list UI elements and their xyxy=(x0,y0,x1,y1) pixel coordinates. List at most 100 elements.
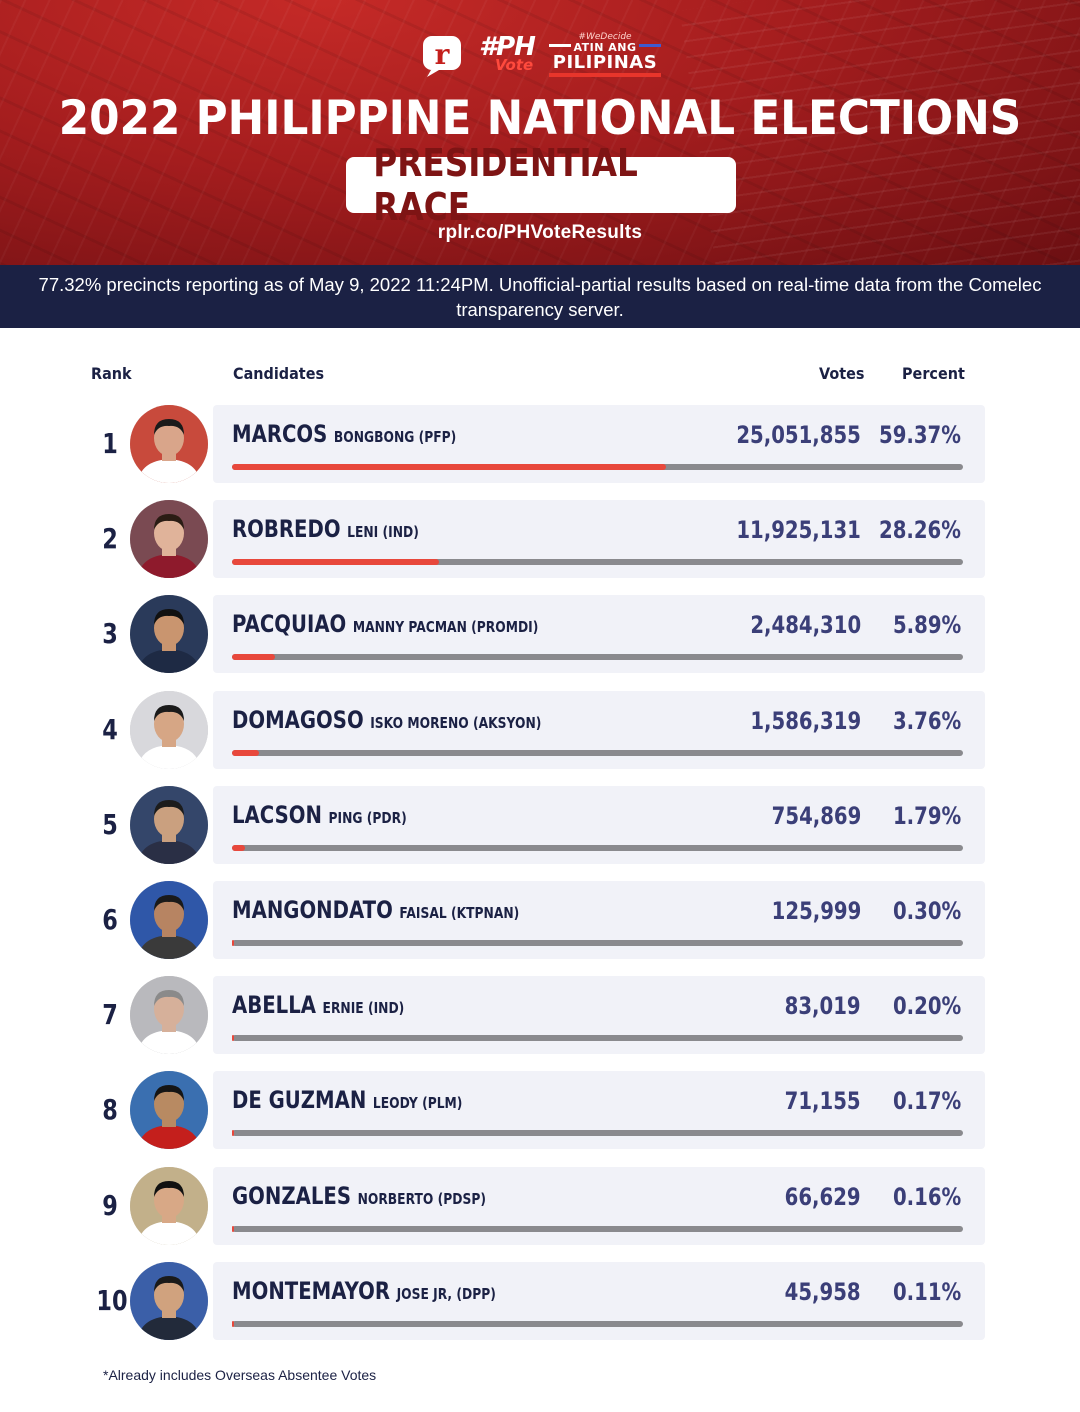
candidate-surname: MANGONDATO xyxy=(232,896,393,924)
candidate-name: DE GUZMAN LEODY (PLM) xyxy=(232,1086,462,1114)
percent-bar-fill xyxy=(232,844,246,851)
row-panel xyxy=(213,1261,985,1340)
rank-number: 4 xyxy=(102,712,118,746)
table-row: 3 PACQUIAO MANNY PACMAN (PROMDI) 2,484,31… xyxy=(93,595,985,674)
percent-bar-track xyxy=(232,749,963,756)
row-panel xyxy=(213,690,985,769)
vote-count: 45,958 xyxy=(785,1277,861,1306)
candidate-given-and-party: LEODY (PLM) xyxy=(372,1094,463,1113)
percent-bar-track xyxy=(232,1130,963,1137)
row-panel xyxy=(213,500,985,579)
vote-count: 83,019 xyxy=(785,992,861,1021)
table-row: 8 DE GUZMAN LEODY (PLM) 71,155 0.17% xyxy=(93,1071,985,1150)
percent-bar-fill xyxy=(232,1035,234,1042)
percent-bar-track xyxy=(232,844,963,851)
candidate-photo-avatar xyxy=(130,595,208,674)
rank-number: 2 xyxy=(102,522,118,556)
row-panel xyxy=(213,1071,985,1150)
candidate-surname: PACQUIAO xyxy=(232,610,347,639)
column-header-votes: Votes xyxy=(819,364,865,383)
percent-bar-fill xyxy=(232,1130,234,1137)
percent-bar-track xyxy=(232,940,963,946)
logo-atin-ang: ATIN ANG xyxy=(573,41,637,54)
vote-count: 2,484,310 xyxy=(750,611,861,640)
candidate-surname: MARCOS xyxy=(232,420,328,448)
svg-text:r: r xyxy=(435,38,451,71)
candidate-surname: ABELLA xyxy=(232,991,316,1020)
candidate-surname: ROBREDO xyxy=(232,515,341,544)
candidate-given-and-party: ISKO MORENO (AKSYON) xyxy=(370,713,542,732)
logo-red-stripe xyxy=(549,73,661,77)
candidate-name: PACQUIAO MANNY PACMAN (PROMDI) xyxy=(232,610,538,638)
race-badge: PRESIDENTIAL RACE xyxy=(346,141,736,229)
percent-bar-fill xyxy=(232,559,439,566)
vote-count: 71,155 xyxy=(785,1087,861,1116)
results-url-link[interactable]: rplr.co/PHVoteResults xyxy=(437,222,643,243)
candidate-name: MONTEMAYOR JOSE JR, (DPP) xyxy=(232,1277,496,1305)
atin-ang-pilipinas-logo: #WeDecide ATIN ANG PILIPINAS xyxy=(549,32,661,78)
vote-percent: 5.89% xyxy=(892,611,961,640)
page-title: 2022 PHILIPPINE NATIONAL ELECTIONS xyxy=(58,91,1022,146)
vote-count: 125,999 xyxy=(771,897,861,925)
rank-number: 8 xyxy=(102,1093,118,1127)
candidate-given-and-party: FAISAL (KTPNAN) xyxy=(399,904,520,922)
candidate-photo-avatar xyxy=(130,1071,208,1150)
reporting-notice-text: 77.32% precincts reporting as of May 9, … xyxy=(38,273,1042,320)
rank-number: 6 xyxy=(102,903,118,936)
candidate-name: GONZALES NORBERTO (PDSP) xyxy=(232,1182,486,1210)
vote-percent: 0.30% xyxy=(892,897,961,925)
logo-white-stripe xyxy=(549,44,571,47)
vote-percent: 3.76% xyxy=(892,706,961,735)
column-header-percent: Percent xyxy=(902,364,965,383)
phvote-logo-vote: Vote xyxy=(495,56,534,74)
row-panel xyxy=(213,405,985,483)
table-row: 4 DOMAGOSO ISKO MORENO (AKSYON) 1,586,319… xyxy=(93,690,985,769)
rank-number: 3 xyxy=(102,617,118,651)
percent-bar-track xyxy=(232,1320,963,1327)
footnote: *Already includes Overseas Absentee Vote… xyxy=(103,1367,377,1383)
logo-row: r #PH Vote #WeDecide ATIN ANG PILIPINAS xyxy=(0,32,1080,78)
phvote-logo: #PH Vote xyxy=(479,32,536,78)
candidate-photo-avatar xyxy=(130,1166,208,1245)
candidate-surname: GONZALES xyxy=(232,1181,352,1210)
percent-bar-track xyxy=(232,464,963,470)
vote-count: 66,629 xyxy=(785,1182,861,1211)
rank-number: 1 xyxy=(102,427,118,460)
candidate-name: MARCOS BONGBONG (PFP) xyxy=(232,420,456,448)
vote-percent: 59.37% xyxy=(879,421,961,449)
row-panel xyxy=(213,881,985,959)
candidate-name: LACSON PING (PDR) xyxy=(232,801,407,829)
table-row: 10 MONTEMAYOR JOSE JR, (DPP) 45,958 0.11% xyxy=(93,1261,985,1340)
percent-bar-fill xyxy=(232,1225,234,1232)
rank-number: 5 xyxy=(102,807,118,841)
candidate-surname: DOMAGOSO xyxy=(232,705,364,734)
rank-number: 10 xyxy=(96,1283,128,1317)
vote-percent: 0.11% xyxy=(892,1277,961,1306)
candidate-given-and-party: MANNY PACMAN (PROMDI) xyxy=(352,618,539,637)
candidate-photo-avatar xyxy=(130,785,208,864)
candidate-given-and-party: NORBERTO (PDSP) xyxy=(357,1189,486,1208)
candidate-photo-avatar xyxy=(130,405,208,483)
percent-bar-fill xyxy=(232,464,666,470)
candidate-photo-avatar xyxy=(130,500,208,579)
vote-percent: 1.79% xyxy=(892,801,961,830)
table-row: 9 GONZALES NORBERTO (PDSP) 66,629 0.16% xyxy=(93,1166,985,1245)
vote-count: 1,586,319 xyxy=(750,706,861,735)
candidate-photo-avatar xyxy=(130,1261,208,1340)
logo-blue-stripe xyxy=(639,44,661,47)
rappler-logo-icon: r xyxy=(419,32,465,78)
candidate-surname: DE GUZMAN xyxy=(232,1086,367,1115)
wedecide-tag: #WeDecide xyxy=(578,32,632,42)
candidate-given-and-party: ERNIE (IND) xyxy=(322,999,405,1018)
row-panel xyxy=(213,976,985,1055)
column-header-candidates: Candidates xyxy=(233,364,325,383)
table-row: 6 MANGONDATO FAISAL (KTPNAN) 125,999 0.30… xyxy=(93,881,985,959)
logo-pilipinas: PILIPINAS xyxy=(552,52,658,73)
percent-bar-track xyxy=(232,559,963,566)
candidate-name: ABELLA ERNIE (IND) xyxy=(232,991,404,1019)
row-panel xyxy=(213,595,985,674)
candidate-name: MANGONDATO FAISAL (KTPNAN) xyxy=(232,896,519,924)
percent-bar-track xyxy=(232,654,963,661)
rank-number: 7 xyxy=(102,998,118,1032)
table-row: 1 MARCOS BONGBONG (PFP) 25,051,855 59.37% xyxy=(93,405,985,483)
